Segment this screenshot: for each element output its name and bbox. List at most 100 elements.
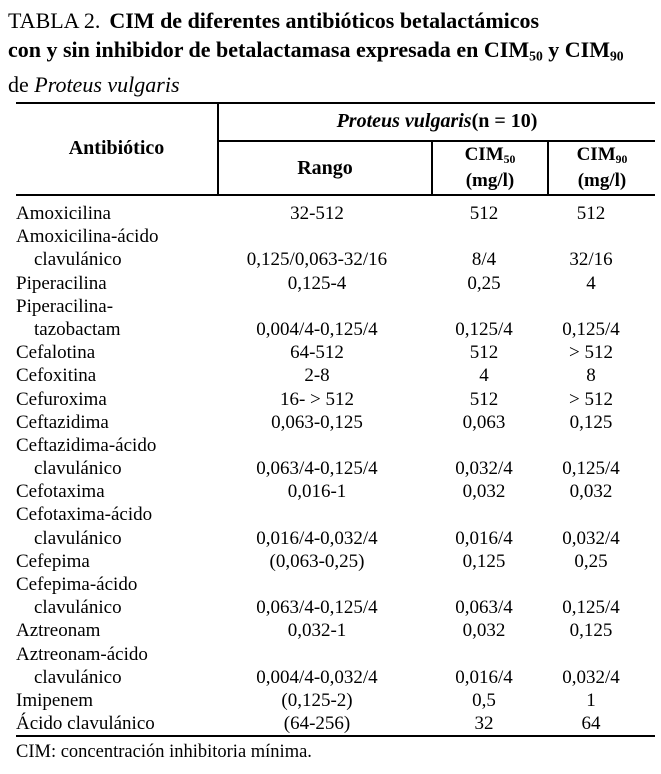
cim90-value: 512 — [576, 203, 606, 224]
cim50-value: 0,063/4 — [455, 597, 513, 619]
cim90-value: 0,125/4 — [562, 458, 620, 480]
cim50-value: 0,25 — [467, 272, 501, 294]
cim50-value: 512 — [469, 203, 499, 224]
rango-value: 0,004/4-0,125/4 — [256, 318, 378, 340]
rule-top — [16, 102, 655, 104]
table-title-line2-text: con y sin inhibidor de betalactamasa exp… — [8, 37, 530, 62]
rango-value: 64-512 — [290, 342, 344, 364]
group-species-name: Proteus vulgaris — [336, 110, 472, 132]
vertical-rule-cim90 — [547, 141, 549, 195]
rango-value: 32-512 — [290, 203, 344, 224]
rango-value: 0,063-0,125 — [271, 411, 363, 433]
column-header-rango: Rango — [297, 156, 353, 179]
table-title-line3: de Proteus vulgaris — [8, 70, 658, 99]
cim90-value: 64 — [581, 713, 601, 735]
cim50-value: 0,032 — [462, 481, 506, 503]
table-row-line: clavulánico 0,004/4-0,032/4 0,016/4 0,032/4 — [0, 666, 661, 689]
antibiotic-name: Cefalotina — [16, 342, 96, 364]
cim90-sub: 90 — [615, 152, 628, 166]
cim50-subscript: 50 — [529, 48, 543, 64]
antibiotic-name: Ceftazidima-ácido — [16, 434, 157, 456]
rule-bottom — [16, 735, 655, 737]
table-row-line: clavulánico 0,016/4-0,032/4 0,016/4 0,032/4 — [0, 527, 661, 550]
antibiotic-name: Aztreonam — [16, 620, 101, 642]
antibiotic-name: Amoxicilina — [16, 203, 111, 224]
antibiotic-name: clavulánico — [34, 666, 122, 688]
rango-value: 2-8 — [304, 365, 330, 387]
table-title-line2: con y sin inhibidor de betalactamasa exp… — [8, 35, 658, 70]
cim50-value: 32 — [474, 713, 494, 735]
antibiotic-name: Ácido clavulánico — [16, 713, 155, 735]
table-row-line: Cefepima-ácido — [0, 573, 661, 596]
table-row-line: Aztreonam-ácido — [0, 643, 661, 666]
rule-under-header — [16, 194, 655, 196]
table-row-line: Piperacilina 0,125-4 0,25 4 — [0, 272, 661, 295]
cim50-label: CIM50 — [465, 144, 516, 171]
table-footnote: CIM: concentración inhibitoria mínima. — [16, 742, 312, 762]
antibiotic-name: clavulánico — [34, 597, 122, 619]
antibiotic-name: Ceftazidima — [16, 411, 109, 433]
cim90-subscript: 90 — [609, 48, 624, 64]
table-row-line: Cefoxitina 2-8 4 8 — [0, 364, 661, 387]
antibiotic-name: Cefuroxima — [16, 388, 107, 410]
cim90-value: 1 — [586, 689, 596, 711]
table-row-line: Cefotaxima 0,016-1 0,032 0,032 — [0, 480, 661, 503]
antibiotic-name: clavulánico — [34, 458, 122, 480]
table-row-line: Aztreonam 0,032-1 0,032 0,125 — [0, 619, 661, 642]
cim50-value: 0,125 — [462, 550, 506, 572]
cim90-value: 0,032/4 — [562, 527, 620, 549]
table-row-line: Cefotaxima-ácido — [0, 503, 661, 526]
cim90-label: CIM90 — [577, 144, 628, 171]
table-row-line: Cefuroxima 16- > 512 512 > 512 — [0, 388, 661, 411]
antibiotic-name: clavulánico — [34, 527, 122, 549]
antibiotic-name: Piperacilina- — [16, 295, 114, 317]
rango-value: 0,063/4-0,125/4 — [256, 597, 378, 619]
cim90-value: 0,125 — [569, 620, 613, 642]
cim50-unit: (mg/l) — [465, 170, 515, 192]
cim90-value: 0,125/4 — [562, 597, 620, 619]
table-row-line: Amoxicilina 32-512 512 512 — [0, 202, 661, 225]
rango-value: 0,125/0,063-32/16 — [246, 249, 388, 271]
cim50-sub: 50 — [503, 152, 516, 166]
cim90-value: 0,125 — [569, 411, 613, 433]
group-sample-size: (n = 10) — [471, 110, 538, 132]
species-name: Proteus vulgaris — [34, 72, 180, 98]
table-number-label: TABLA 2. — [8, 8, 101, 33]
cim50-value: 0,016/4 — [455, 666, 513, 688]
cim90-value: 0,032 — [569, 481, 613, 503]
rango-value: 16- > 512 — [279, 388, 355, 410]
table-title-line1: TABLA 2. CIM de diferentes antibióticos b… — [8, 6, 658, 35]
antibiotic-name: tazobactam — [34, 318, 121, 340]
cim90-unit: (mg/l) — [577, 170, 627, 192]
column-group-header: Proteus vulgaris (n = 10) — [219, 103, 655, 140]
cim90-value: 0,125/4 — [562, 318, 620, 340]
cim50-value: 0,016/4 — [455, 527, 513, 549]
table-row-line: Amoxicilina-ácido — [0, 225, 661, 248]
table-title-line2-mid: y CIM — [542, 37, 610, 62]
cim90-value: 0,032/4 — [562, 666, 620, 688]
cim50-value: 0,5 — [472, 689, 496, 711]
column-header-cim50: CIM50 (mg/l) — [433, 142, 547, 194]
antibiotic-name: clavulánico — [34, 249, 122, 271]
antibiotic-name: Cefotaxima — [16, 481, 105, 503]
cim50-value: 0,125/4 — [455, 318, 513, 340]
cim50-value: 0,063 — [462, 411, 506, 433]
cim90-value: > 512 — [569, 388, 613, 410]
antibiotic-name: Cefepima — [16, 550, 90, 572]
cim90-value: > 512 — [569, 342, 613, 364]
rango-value: 0,063/4-0,125/4 — [256, 458, 378, 480]
antibiotic-name: Cefotaxima-ácido — [16, 504, 153, 526]
cim90-value: 32/16 — [569, 249, 613, 271]
rule-under-group-header — [218, 140, 655, 142]
cim90-value: 4 — [586, 272, 596, 294]
cim50-value: 512 — [469, 388, 499, 410]
table-row-line: Cefepima (0,063-0,25) 0,125 0,25 — [0, 550, 661, 573]
rango-value: 0,032-1 — [287, 620, 347, 642]
table-row-line: Ceftazidima 0,063-0,125 0,063 0,125 — [0, 411, 661, 434]
cim90-value: 0,25 — [574, 550, 608, 572]
antibiotic-name: Cefepima-ácido — [16, 574, 138, 595]
antibiotic-name: Imipenem — [16, 689, 94, 711]
rango-value: (64-256) — [283, 713, 351, 735]
table-row-line: tazobactam 0,004/4-0,125/4 0,125/4 0,125/4 — [0, 318, 661, 341]
